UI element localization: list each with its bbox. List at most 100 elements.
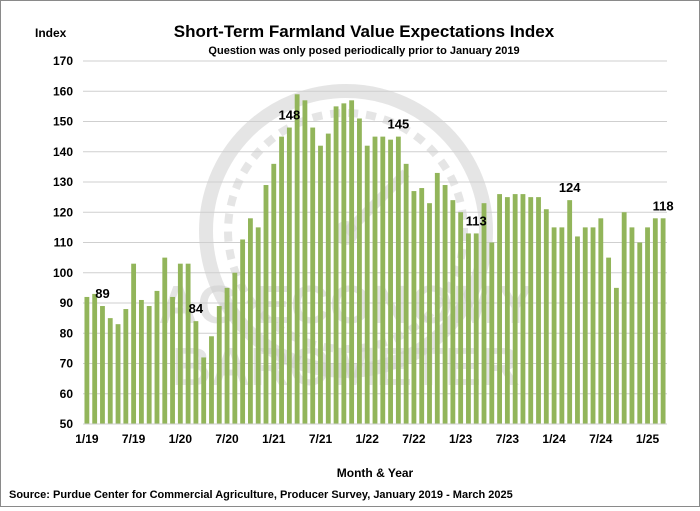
bar — [364, 145, 370, 424]
bar — [442, 185, 448, 424]
bar — [177, 263, 183, 424]
chart-subtitle: Question was only posed periodically pri… — [208, 45, 519, 57]
y-axis-label: Index — [35, 26, 67, 40]
y-tick-label: 110 — [54, 236, 74, 250]
bar — [372, 136, 378, 424]
bar — [170, 296, 175, 424]
bars — [84, 94, 666, 425]
source-note: Source: Purdue Center for Commercial Agr… — [9, 489, 513, 501]
y-tick-label: 100 — [53, 266, 73, 280]
bar — [201, 357, 207, 424]
bar — [333, 106, 339, 424]
bar — [598, 218, 604, 424]
bar — [660, 218, 666, 424]
bar — [395, 136, 401, 424]
bar — [629, 227, 635, 424]
bar — [489, 242, 495, 424]
data-label: 124 — [559, 180, 581, 195]
bar — [551, 227, 557, 424]
bar — [504, 197, 510, 424]
y-tick-label: 120 — [53, 205, 73, 219]
bar — [107, 318, 113, 424]
x-tick-label: 7/22 — [402, 432, 426, 446]
x-tick-label: 7/21 — [309, 432, 333, 446]
bar — [310, 127, 316, 425]
data-label: 118 — [653, 198, 674, 213]
bar — [84, 296, 90, 424]
bar — [403, 163, 409, 424]
y-tick-label: 70 — [60, 357, 74, 371]
bar — [349, 100, 355, 424]
x-tick-label: 1/22 — [356, 432, 380, 446]
bar — [123, 309, 129, 424]
bar — [481, 203, 487, 424]
bar — [520, 194, 526, 424]
data-label: 145 — [388, 117, 410, 132]
bar — [224, 287, 230, 424]
data-label: 148 — [278, 108, 300, 123]
bar — [100, 306, 105, 424]
x-tick-label: 1/21 — [262, 432, 286, 446]
bar — [621, 212, 627, 424]
bar — [645, 227, 650, 424]
bar — [271, 163, 277, 424]
bar — [388, 139, 393, 424]
x-axis-label: Month & Year — [337, 466, 414, 480]
bar — [193, 321, 199, 424]
bar — [357, 118, 362, 424]
bar — [162, 257, 168, 424]
bar — [411, 191, 417, 424]
y-tick-label: 80 — [60, 326, 74, 340]
bar — [318, 145, 323, 424]
data-label: 89 — [95, 286, 109, 301]
bar — [380, 136, 386, 424]
x-tick-labels: 1/19 7/19 1/20 7/20 1/21 7/21 1/22 7/22 1/23 7/23… — [75, 432, 659, 446]
bar — [294, 94, 300, 425]
bar — [185, 263, 191, 424]
bar — [341, 103, 347, 424]
bar — [458, 212, 464, 424]
y-tick-label: 140 — [53, 145, 73, 159]
chart-title: Short-Term Farmland Value Expectations I… — [174, 22, 555, 41]
bar — [263, 185, 269, 424]
y-tick-label: 60 — [60, 387, 74, 401]
x-tick-label: 1/20 — [169, 432, 193, 446]
bar — [240, 239, 246, 424]
bar — [512, 194, 518, 424]
bar — [434, 172, 440, 424]
bar — [575, 236, 580, 424]
data-label: 113 — [466, 213, 487, 228]
x-tick-label: 7/24 — [589, 432, 613, 446]
bar — [255, 227, 261, 424]
x-tick-label: 7/19 — [122, 432, 146, 446]
bar — [92, 293, 98, 424]
y-tick-label: 170 — [53, 54, 73, 68]
x-tick-label: 7/20 — [215, 432, 239, 446]
y-tick-label: 130 — [53, 175, 73, 189]
bar — [302, 100, 308, 424]
y-tick-label: 90 — [60, 296, 74, 310]
bar — [325, 133, 331, 424]
bar — [536, 197, 541, 424]
bar — [232, 272, 238, 424]
bar — [286, 127, 292, 425]
bar — [154, 290, 160, 424]
bar — [559, 227, 565, 424]
data-labels: 89 84 148 145 113 124 118 — [95, 108, 673, 317]
x-tick-label: 1/24 — [542, 432, 566, 446]
bar — [138, 299, 144, 424]
x-tick-label: 1/25 — [636, 432, 660, 446]
y-tick-label: 160 — [53, 84, 73, 98]
bar — [543, 209, 549, 424]
bar — [613, 287, 619, 424]
y-tick-label: 50 — [60, 417, 74, 431]
x-tick-label: 7/23 — [496, 432, 520, 446]
bar — [216, 306, 222, 424]
x-tick-label: 1/23 — [449, 432, 473, 446]
bar — [652, 218, 658, 424]
bar — [606, 257, 612, 424]
bar — [427, 203, 432, 424]
bar — [590, 227, 596, 424]
